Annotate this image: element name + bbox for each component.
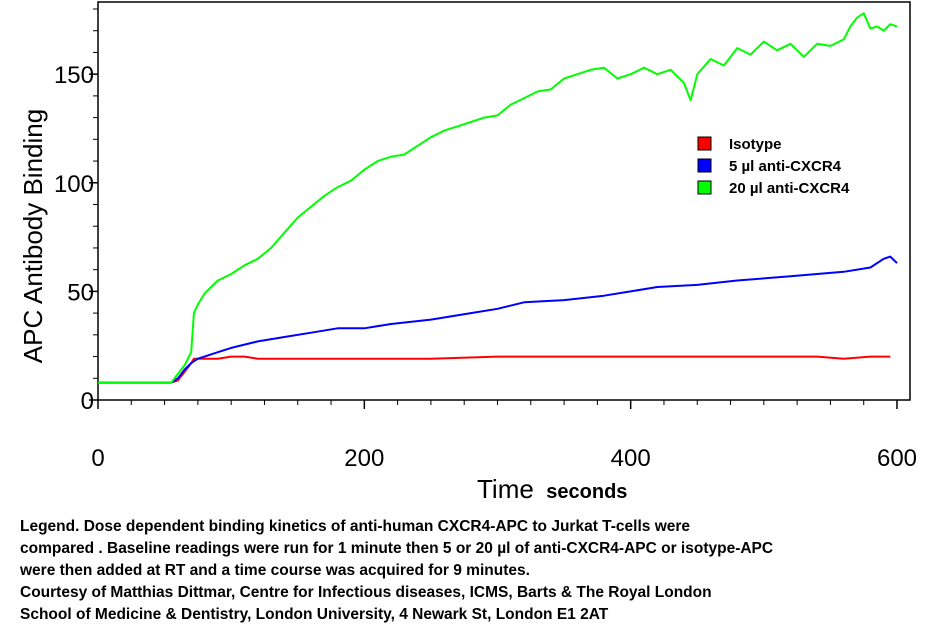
caption-line: compared . Baseline readings were run fo… bbox=[20, 540, 774, 557]
x-tick-label: 400 bbox=[611, 445, 651, 472]
y-tick-label: 50 bbox=[67, 279, 94, 306]
legend: Isotype 5 µl anti-CXCR4 20 µl anti-CXCR4 bbox=[697, 136, 850, 197]
figure-caption: Legend. Dose dependent binding kinetics … bbox=[20, 516, 935, 626]
legend-swatch-5ul bbox=[697, 158, 712, 173]
ticks: 0 200 400 600 0 50 100 150 bbox=[54, 8, 917, 472]
legend-label-20ul: 20 µl anti-CXCR4 bbox=[729, 180, 850, 197]
series-line-2 bbox=[98, 12, 898, 384]
legend-label-isotype: Isotype bbox=[729, 136, 782, 153]
y-tick-label: 0 bbox=[81, 388, 94, 415]
legend-swatch-isotype bbox=[697, 136, 712, 151]
caption-line: Legend. Dose dependent binding kinetics … bbox=[20, 518, 691, 535]
x-axis-label: Time seconds bbox=[477, 474, 627, 504]
x-axis-label-unit: seconds bbox=[546, 481, 627, 503]
series-lines bbox=[98, 12, 898, 384]
caption-line: Courtesy of Matthias Dittmar, Centre for… bbox=[20, 584, 712, 601]
x-tick-label: 0 bbox=[91, 445, 104, 472]
y-tick-label: 100 bbox=[54, 171, 94, 198]
plot-frame bbox=[97, 1, 911, 401]
series-line-0 bbox=[98, 355, 891, 384]
y-axis-label: APC Antibody Binding bbox=[18, 109, 48, 363]
series-line-1 bbox=[98, 255, 898, 384]
caption-line: were then added at RT and a time course … bbox=[20, 562, 530, 579]
y-tick-label: 150 bbox=[54, 62, 94, 89]
legend-swatch-20ul bbox=[697, 180, 712, 195]
x-tick-label: 200 bbox=[344, 445, 384, 472]
x-axis-label-main: Time bbox=[477, 474, 534, 504]
caption-line: School of Medicine & Dentistry, London U… bbox=[20, 606, 609, 623]
chart: 0 200 400 600 0 50 100 150 APC Antibody Binding… bbox=[18, 1, 917, 504]
x-tick-label: 600 bbox=[877, 445, 917, 472]
legend-label-5ul: 5 µl anti-CXCR4 bbox=[729, 158, 842, 175]
